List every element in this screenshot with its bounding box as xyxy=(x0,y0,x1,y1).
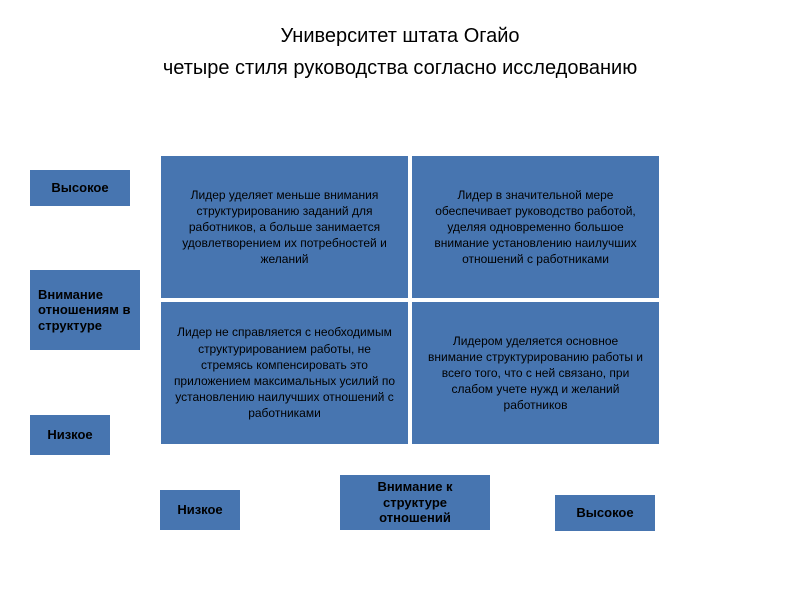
quadrant-top-right: Лидер в значительной мере обеспечивает р… xyxy=(411,155,660,299)
x-axis-title: Внимание к структуре отношений xyxy=(340,475,490,530)
y-axis-low-label: Низкое xyxy=(30,415,110,455)
title-block: Университет штата Огайо четыре стиля рук… xyxy=(0,0,800,84)
quadrant-bottom-left: Лидер не справляется с необходимым струк… xyxy=(160,301,409,445)
y-axis-high-label: Высокое xyxy=(30,170,130,206)
leadership-matrix: Лидер уделяет меньше внимания структурир… xyxy=(160,155,660,445)
y-axis-title: Внимание отношениям в структуре xyxy=(30,270,140,350)
x-axis-low-label: Низкое xyxy=(160,490,240,530)
x-axis-high-label: Высокое xyxy=(555,495,655,531)
quadrant-bottom-right: Лидером уделяется основное внимание стру… xyxy=(411,301,660,445)
title-line-1: Университет штата Огайо xyxy=(0,20,800,52)
quadrant-top-left: Лидер уделяет меньше внимания структурир… xyxy=(160,155,409,299)
title-line-2: четыре стиля руководства согласно исслед… xyxy=(0,52,800,84)
